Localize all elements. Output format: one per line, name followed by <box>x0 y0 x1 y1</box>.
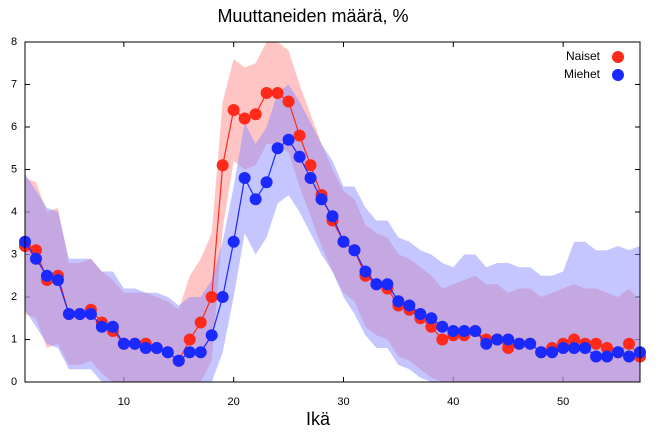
y-tick-label: 6 <box>11 121 17 133</box>
data-point <box>359 265 372 278</box>
data-point <box>271 142 284 155</box>
data-point <box>293 129 306 142</box>
data-point <box>392 295 405 308</box>
data-point <box>161 346 174 359</box>
data-point <box>150 342 163 354</box>
legend-label: Miehet <box>564 67 601 81</box>
data-point <box>623 350 636 363</box>
data-point <box>282 95 295 108</box>
y-tick-label: 2 <box>11 291 17 303</box>
data-point <box>260 87 273 99</box>
data-point <box>172 354 185 367</box>
y-tick-label: 3 <box>11 248 17 260</box>
x-tick-label: 30 <box>337 396 349 408</box>
data-point <box>73 308 86 320</box>
legend-marker <box>612 51 624 63</box>
y-tick-label: 1 <box>11 333 17 345</box>
data-point <box>337 235 350 248</box>
data-point <box>381 278 394 291</box>
data-point <box>238 172 251 184</box>
data-point <box>249 108 262 121</box>
legend-label: Naiset <box>566 49 601 63</box>
y-tick-label: 5 <box>11 163 17 175</box>
data-point <box>436 320 449 333</box>
data-point <box>271 87 284 99</box>
data-point <box>194 346 207 359</box>
y-tick-label: 4 <box>11 206 17 218</box>
data-point <box>62 308 75 320</box>
data-point <box>568 333 581 346</box>
data-point <box>183 333 196 346</box>
data-point <box>579 342 592 354</box>
data-point <box>414 308 427 320</box>
data-point <box>315 193 328 206</box>
data-point <box>205 291 218 303</box>
data-point <box>447 325 460 337</box>
data-point <box>95 320 108 333</box>
confidence-band <box>25 84 640 382</box>
data-point <box>139 342 152 354</box>
data-point <box>601 342 614 354</box>
data-point <box>348 244 361 257</box>
x-tick-label: 20 <box>228 396 240 408</box>
data-point <box>293 150 306 163</box>
y-tick-label: 0 <box>11 376 17 388</box>
data-point <box>326 210 339 223</box>
data-point <box>304 172 317 184</box>
x-tick-label: 40 <box>447 396 459 408</box>
data-point <box>612 346 625 359</box>
data-point <box>480 337 493 350</box>
data-point <box>117 337 130 350</box>
data-point <box>128 337 141 350</box>
data-point <box>590 337 603 350</box>
data-point <box>590 350 603 363</box>
data-point <box>502 333 515 346</box>
data-point <box>458 325 471 337</box>
data-point <box>546 346 559 359</box>
data-point <box>403 299 416 312</box>
data-point <box>183 346 196 359</box>
data-point <box>469 325 482 337</box>
data-point <box>194 316 207 329</box>
data-point <box>491 333 504 346</box>
data-point <box>557 342 570 354</box>
data-point <box>370 278 383 291</box>
data-point <box>535 346 548 359</box>
data-point <box>227 104 240 116</box>
data-point <box>502 342 515 354</box>
data-point <box>524 337 537 350</box>
data-point <box>425 320 438 333</box>
data-point <box>623 337 636 350</box>
data-point <box>216 159 229 172</box>
x-tick-label: 10 <box>118 396 130 408</box>
data-point <box>601 350 614 363</box>
data-point <box>216 291 229 303</box>
plot-frame <box>24 41 641 383</box>
data-point <box>436 333 449 346</box>
data-point <box>51 274 64 286</box>
data-point <box>40 269 53 282</box>
data-point <box>106 320 119 333</box>
x-axis-label: Ikä <box>306 409 331 429</box>
data-point <box>568 342 581 354</box>
chart-title: Muuttaneiden määrä, % <box>217 6 408 26</box>
data-point <box>513 337 526 350</box>
x-tick-label: 50 <box>557 396 569 408</box>
data-point <box>425 312 438 325</box>
y-tick-label: 8 <box>11 36 17 48</box>
data-point <box>282 133 295 146</box>
data-point <box>227 235 240 248</box>
data-point <box>29 252 42 265</box>
data-point <box>238 112 251 125</box>
legend-marker <box>612 69 624 81</box>
data-point <box>260 176 273 189</box>
data-point <box>84 308 97 320</box>
data-point <box>304 159 317 172</box>
y-tick-label: 7 <box>11 78 17 90</box>
data-point <box>249 193 262 206</box>
data-point <box>205 329 218 342</box>
